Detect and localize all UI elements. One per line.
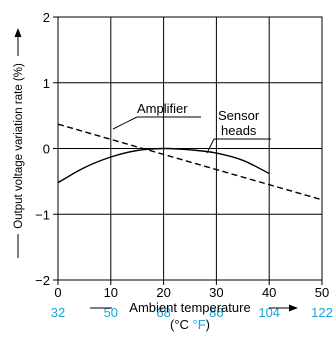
x-unit-open: (°C [170, 317, 193, 332]
x-tick-label-fahrenheit: 68 [156, 305, 170, 320]
x-tick-label-fahrenheit: 104 [258, 305, 280, 320]
x-axis-arrowhead [289, 304, 298, 312]
annotation-sensor-heads: Sensor heads [218, 108, 263, 138]
x-tick-label-fahrenheit: 86 [209, 305, 223, 320]
series-line-amplifier [57, 123, 323, 201]
x-tick-label: 0 [54, 285, 61, 300]
y-axis-arrowhead [14, 28, 22, 37]
x-tick-label-fahrenheit: 32 [51, 305, 65, 320]
x-tick-label: 50 [315, 285, 329, 300]
y-tick-label: −1 [35, 207, 50, 222]
y-tick-label: −2 [35, 273, 50, 288]
x-axis-units: (°C °F) [170, 317, 210, 332]
grid [53, 16, 323, 285]
x-tick-label-fahrenheit: 122 [311, 305, 333, 320]
x-tick-label: 10 [104, 285, 118, 300]
annotation-sensor-heads-line1: Sensor [218, 108, 260, 123]
y-axis-label: Output voltage variation rate (%) [13, 63, 25, 229]
annotation-sensor-heads-leader [206, 138, 215, 154]
x-axis-label: Ambient temperature [129, 300, 250, 315]
x-tick-label: 40 [262, 285, 276, 300]
series-group [57, 123, 323, 201]
x-tick-label: 20 [156, 285, 170, 300]
annotation-sensor-heads-line2: heads [221, 123, 257, 138]
y-tick-label: 0 [43, 142, 50, 157]
x-unit-close: ) [206, 317, 210, 332]
series-line-sensor-heads [57, 147, 270, 184]
annotation-amplifier-leader [112, 116, 138, 130]
x-tick-label-fahrenheit: 50 [104, 305, 118, 320]
annotation-amplifier: Amplifier [137, 101, 188, 116]
x-tick-label: 30 [209, 285, 223, 300]
x-unit-fahrenheit: °F [193, 317, 206, 332]
y-tick-label: 1 [43, 76, 50, 91]
y-tick-label: 2 [43, 10, 50, 25]
